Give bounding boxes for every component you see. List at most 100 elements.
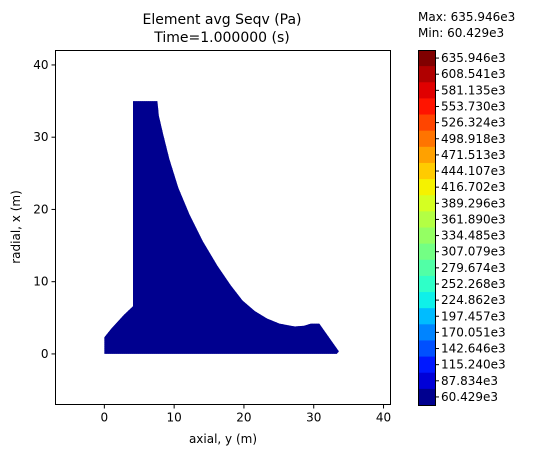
field-pixel xyxy=(142,162,145,165)
field-pixel xyxy=(162,174,165,177)
field-pixel xyxy=(148,148,151,151)
field-pixel xyxy=(144,152,147,155)
field-pixel xyxy=(156,152,159,155)
field-pixel xyxy=(142,128,145,131)
field-pixel xyxy=(150,130,153,133)
field-pixel xyxy=(138,120,141,123)
field-pixel xyxy=(150,136,153,139)
field-pixel xyxy=(134,132,137,135)
field-pixel xyxy=(132,106,135,109)
field-pixel xyxy=(162,150,165,153)
field-pixel xyxy=(144,176,147,179)
field-pixel xyxy=(162,136,165,139)
field-pixel xyxy=(152,174,155,177)
field-pixel xyxy=(132,134,135,137)
field-pixel xyxy=(152,122,155,125)
field-pixel xyxy=(142,164,145,167)
field-pixel xyxy=(148,144,151,147)
field-pixel xyxy=(164,158,167,161)
field-pixel xyxy=(140,164,143,167)
field-pixel xyxy=(154,170,157,173)
field-pixel xyxy=(152,164,155,167)
field-pixel xyxy=(152,116,155,119)
field-pixel xyxy=(132,172,135,175)
field-pixel xyxy=(148,172,151,175)
field-pixel xyxy=(150,120,153,123)
field-pixel xyxy=(158,154,161,157)
field-pixel xyxy=(164,154,167,157)
field-pixel xyxy=(134,168,137,171)
field-pixel xyxy=(132,124,135,127)
field-pixel xyxy=(134,110,137,113)
field-pixel xyxy=(158,174,161,177)
field-pixel xyxy=(156,140,159,143)
field-pixel xyxy=(134,156,137,159)
field-pixel xyxy=(138,134,141,137)
field-pixel xyxy=(134,166,137,169)
field-pixel xyxy=(132,170,135,173)
field-pixel xyxy=(142,118,145,121)
field-pixel xyxy=(140,152,143,155)
field-pixel xyxy=(148,142,151,145)
field-pixel xyxy=(154,158,157,161)
field-pixel xyxy=(138,118,141,121)
field-pixel xyxy=(158,124,161,127)
field-pixel xyxy=(136,130,139,133)
field-pixel xyxy=(142,160,145,163)
field-pixel xyxy=(154,166,157,169)
field-pixel xyxy=(152,140,155,143)
field-pixel xyxy=(148,122,151,125)
field-pixel xyxy=(154,122,157,125)
field-pixel xyxy=(166,174,169,177)
field-pixel xyxy=(172,172,175,175)
field-pixel xyxy=(148,106,151,109)
field-pixel xyxy=(136,136,139,139)
field-pixel xyxy=(136,122,139,125)
field-pixel xyxy=(164,156,167,159)
field-pixel xyxy=(134,101,137,103)
field-pixel xyxy=(142,152,145,155)
field-pixel xyxy=(142,172,145,175)
field-pixel xyxy=(134,142,137,145)
field-pixel xyxy=(152,102,155,105)
field-pixel xyxy=(158,132,161,135)
field-pixel xyxy=(156,160,159,163)
field-pixel xyxy=(172,174,175,177)
field-pixel xyxy=(146,176,149,179)
field-pixel xyxy=(140,140,143,143)
field-pixel xyxy=(138,172,141,175)
field-pixel xyxy=(142,112,145,115)
field-pixel xyxy=(132,118,135,121)
field-pixel xyxy=(150,160,153,163)
field-pixel xyxy=(148,114,151,117)
field-pixel xyxy=(132,102,135,105)
field-pixel xyxy=(146,122,149,125)
field-pixel xyxy=(166,156,169,159)
field-pixel xyxy=(140,116,143,119)
field-pixel xyxy=(140,158,143,161)
field-pixel xyxy=(148,112,151,115)
field-pixel xyxy=(148,140,151,143)
field-pixel xyxy=(136,124,139,127)
field-pixel xyxy=(134,104,137,107)
field-pixel xyxy=(164,144,167,147)
field-pixel xyxy=(162,140,165,143)
field-pixel xyxy=(140,122,143,125)
field-pixel xyxy=(142,168,145,171)
field-pixel xyxy=(156,112,159,115)
field-pixel xyxy=(148,152,151,155)
field-pixel xyxy=(132,138,135,141)
field-pixel xyxy=(166,172,169,175)
field-pixel xyxy=(146,101,149,103)
field-pixel xyxy=(164,142,167,145)
field-pixel xyxy=(156,114,159,117)
field-pixel xyxy=(142,120,145,123)
field-pixel xyxy=(134,126,137,129)
field-pixel xyxy=(162,138,165,141)
field-pixel xyxy=(164,146,167,149)
field-pixel xyxy=(142,122,145,125)
field-pixel xyxy=(144,144,147,147)
field-pixel xyxy=(144,142,147,145)
field-pixel xyxy=(158,166,161,169)
field-pixel xyxy=(138,132,141,135)
